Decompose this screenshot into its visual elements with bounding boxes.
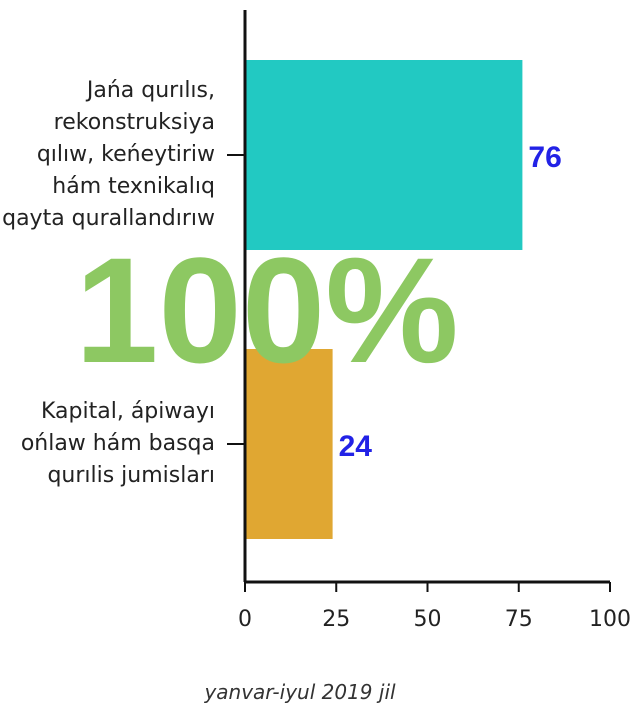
bar (245, 349, 333, 539)
value-label: 76 (528, 141, 561, 174)
bar (245, 60, 523, 250)
x-tick-label: 25 (322, 607, 350, 632)
x-tick-label: 0 (238, 607, 252, 632)
category-label: Jańa qurılıs, rekonstruksiya qılıw, keńe… (2, 78, 215, 231)
subtitle: yanvar-iyul 2019 jil (204, 680, 396, 704)
category-label: Kapital, ápiwayı ońlaw hám basqa qurılis… (20, 399, 215, 488)
x-tick-label: 50 (414, 607, 442, 632)
x-tick-label: 100 (589, 607, 631, 632)
value-label: 24 (339, 430, 373, 463)
x-tick-label: 75 (505, 607, 533, 632)
annotation: 100% (75, 226, 459, 394)
